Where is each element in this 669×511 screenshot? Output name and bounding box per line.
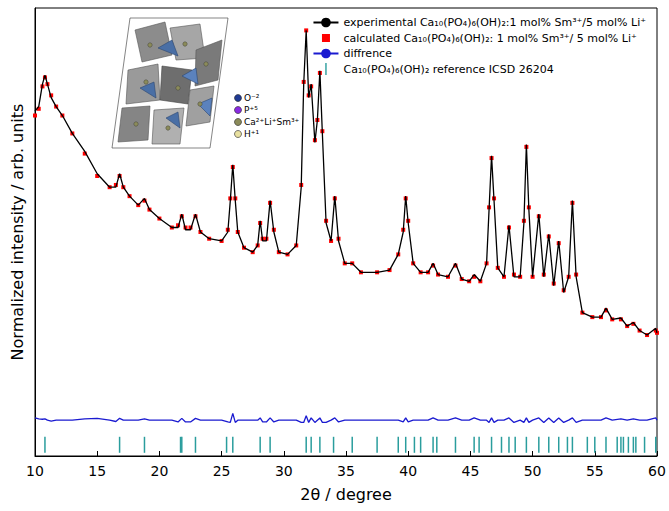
svg-text:O⁻²: O⁻² bbox=[244, 93, 260, 103]
svg-text:30: 30 bbox=[275, 463, 293, 479]
svg-text:15: 15 bbox=[88, 463, 106, 479]
svg-text:20: 20 bbox=[150, 463, 168, 479]
svg-text:2θ / degree: 2θ / degree bbox=[300, 485, 392, 504]
svg-text:experimental Ca₁₀(PO₄)₆(OH)₂:1: experimental Ca₁₀(PO₄)₆(OH)₂:1 mol% Sm³⁺… bbox=[343, 16, 646, 29]
svg-text:calculated Ca₁₀(PO₄)₆(OH)₂: 1: calculated Ca₁₀(PO₄)₆(OH)₂: 1 mol% Sm³⁺/… bbox=[343, 32, 636, 45]
svg-text:10: 10 bbox=[26, 463, 44, 479]
svg-text:Ca₁₀(PO₄)₆(OH)₂ reference ICSD: Ca₁₀(PO₄)₆(OH)₂ reference ICSD 26204 bbox=[343, 63, 553, 76]
svg-text:Ca²⁺Li⁺Sm³⁺: Ca²⁺Li⁺Sm³⁺ bbox=[244, 117, 300, 127]
svg-text:50: 50 bbox=[524, 463, 542, 479]
svg-text:diffrence: diffrence bbox=[343, 47, 392, 60]
svg-text:45: 45 bbox=[461, 463, 479, 479]
svg-text:25: 25 bbox=[213, 463, 231, 479]
svg-text:55: 55 bbox=[586, 463, 604, 479]
svg-text:35: 35 bbox=[337, 463, 355, 479]
svg-text:60: 60 bbox=[648, 463, 666, 479]
svg-text:Normalized intensity / arb. un: Normalized intensity / arb. units bbox=[8, 104, 27, 361]
svg-text:P⁺⁵: P⁺⁵ bbox=[244, 105, 258, 115]
svg-text:H⁺¹: H⁺¹ bbox=[244, 129, 260, 139]
svg-text:40: 40 bbox=[399, 463, 417, 479]
